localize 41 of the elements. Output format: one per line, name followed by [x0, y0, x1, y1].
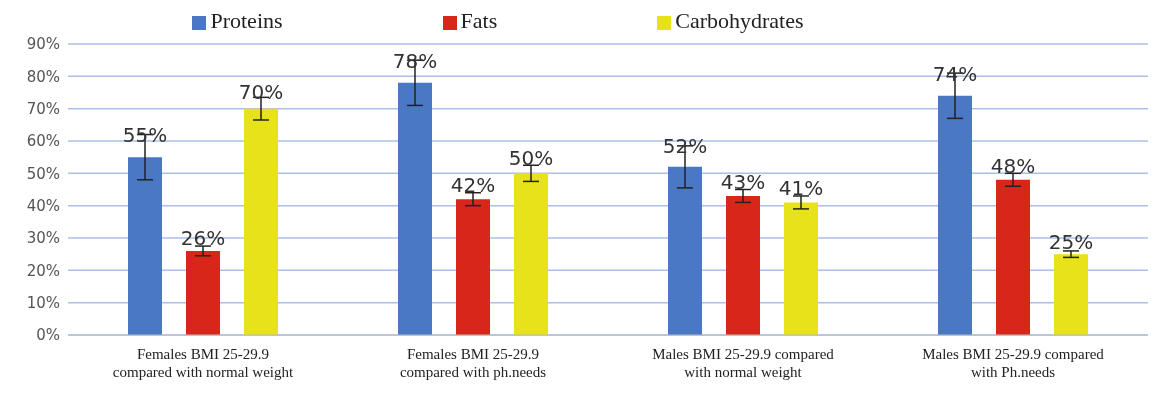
bar [1054, 254, 1088, 335]
data-label: 78% [392, 49, 438, 74]
data-label: 55% [122, 123, 168, 148]
data-label: 74% [932, 61, 978, 86]
data-label: 52% [662, 133, 708, 158]
y-tick-label: 70% [26, 99, 60, 118]
y-tick-label: 90% [26, 35, 60, 54]
data-label: 70% [238, 80, 284, 105]
data-label: 25% [1048, 229, 1094, 254]
bar [784, 202, 818, 335]
bar [186, 250, 220, 335]
bar [514, 173, 548, 335]
x-tick-label: Males BMI 25-29.9 compared with Ph.needs [922, 346, 1105, 380]
bar [244, 108, 278, 335]
x-tick-label: Females BMI 25-29.9 compared with ph.needs [399, 346, 547, 380]
data-label: 48% [990, 153, 1036, 178]
legend-label: Fats [460, 8, 498, 33]
y-tick-label: 60% [26, 132, 60, 151]
y-tick-label: 80% [26, 67, 60, 86]
bar [938, 95, 972, 335]
y-tick-label: 10% [26, 293, 60, 312]
y-tick-label: 30% [26, 229, 60, 248]
legend-label: Proteins [210, 8, 283, 33]
bar [128, 157, 162, 335]
data-label: 26% [180, 225, 226, 250]
y-tick-label: 50% [26, 164, 60, 183]
y-tick-label: 20% [26, 261, 60, 280]
bar [456, 199, 490, 335]
bar [668, 166, 702, 335]
data-label: 50% [508, 146, 554, 171]
x-tick-label: Males BMI 25-29.9 compared with normal weight [652, 346, 835, 380]
x-tick-label: Females BMI 25-29.9 compared with normal weight [112, 346, 295, 380]
bar [726, 195, 760, 335]
data-label: 42% [450, 173, 496, 198]
data-label: 41% [778, 176, 824, 201]
bar [996, 179, 1030, 335]
bar [398, 82, 432, 335]
y-tick-label: 40% [26, 196, 60, 215]
y-tick-label: 0% [36, 326, 60, 345]
data-label: 43% [720, 169, 766, 194]
legend-label: Carbohydrates [675, 8, 804, 33]
